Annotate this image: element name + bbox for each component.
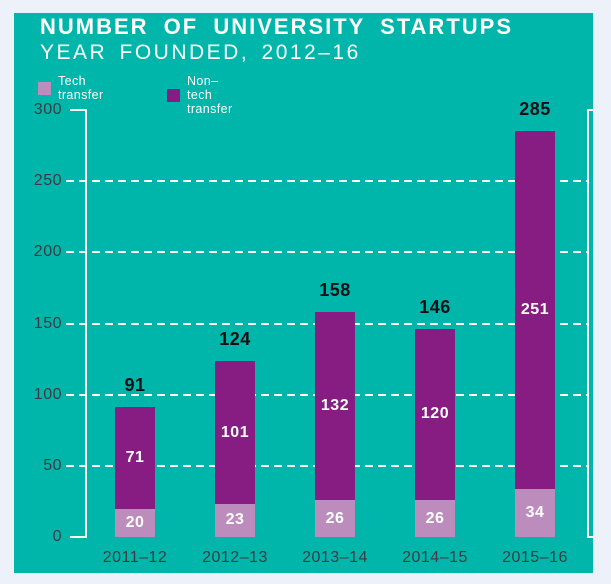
y-axis-cap-right-0 — [587, 536, 593, 538]
bar-segment-tech-2: 26 — [315, 499, 355, 537]
bar-segment-non-tech-4: 251 — [515, 131, 555, 489]
y-tick-label-0: 0 — [52, 528, 62, 545]
bar-segment-tech-1: 23 — [215, 504, 255, 537]
x-tick-label-3: 2014–15 — [402, 549, 468, 566]
y-tick-label-50: 50 — [43, 456, 62, 474]
gridline-250 — [66, 180, 587, 183]
legend-swatch-non-tech-transfer — [167, 88, 180, 102]
right-frame-line — [587, 109, 589, 538]
gridline-200 — [66, 251, 587, 254]
y-tick-label-250: 250 — [33, 172, 62, 190]
bar-total-label-0: 91 — [124, 375, 146, 396]
bar-total-label-4: 285 — [519, 99, 551, 120]
y-tick-label-200: 200 — [33, 243, 62, 261]
y-axis-cap-left-300 — [70, 109, 87, 111]
bar-total-label-1: 124 — [219, 328, 251, 349]
plot-area: 0 50 100 150 200 250 300 71 20 91 2011–12 101 23 124 2… — [14, 13, 593, 573]
bar-segment-non-tech-1: 101 — [215, 360, 255, 505]
chart-panel: NUMBER OF UNIVERSITY STARTUPS YEAR FOUND… — [14, 13, 593, 573]
y-tick-label-300: 300 — [33, 101, 62, 118]
y-tick-label-100: 100 — [33, 385, 62, 403]
bar-segment-non-tech-3: 120 — [415, 329, 455, 500]
bar-segment-tech-0: 20 — [115, 508, 155, 537]
bar-segment-tech-4: 34 — [515, 488, 555, 537]
y-tick-label-150: 150 — [33, 314, 62, 332]
chart-title: NUMBER OF UNIVERSITY STARTUPS — [40, 14, 513, 39]
y-axis-cap-left-0 — [70, 536, 87, 538]
bar-segment-non-tech-2: 132 — [315, 312, 355, 500]
y-axis-cap-right-300 — [587, 109, 593, 111]
legend-item-non-tech-transfer: Non–tech transfer — [167, 74, 233, 116]
chart-subtitle: YEAR FOUNDED, 2012–16 — [40, 41, 361, 64]
bar-total-label-3: 146 — [419, 297, 451, 318]
legend-label-non-tech-transfer: Non–tech transfer — [187, 74, 233, 116]
x-tick-label-4: 2015–16 — [502, 549, 568, 566]
x-tick-label-0: 2011–12 — [102, 549, 168, 566]
legend-item-tech-transfer: Tech transfer — [38, 74, 104, 102]
legend-swatch-tech-transfer — [38, 81, 51, 95]
legend-label-tech-transfer: Tech transfer — [58, 74, 104, 102]
bar-segment-non-tech-0: 71 — [115, 407, 155, 509]
x-tick-label-2: 2013–14 — [302, 549, 368, 566]
bar-segment-tech-3: 26 — [415, 499, 455, 537]
y-axis-line — [85, 109, 87, 538]
x-tick-label-1: 2012–13 — [202, 549, 268, 566]
bar-total-label-2: 158 — [319, 280, 351, 301]
